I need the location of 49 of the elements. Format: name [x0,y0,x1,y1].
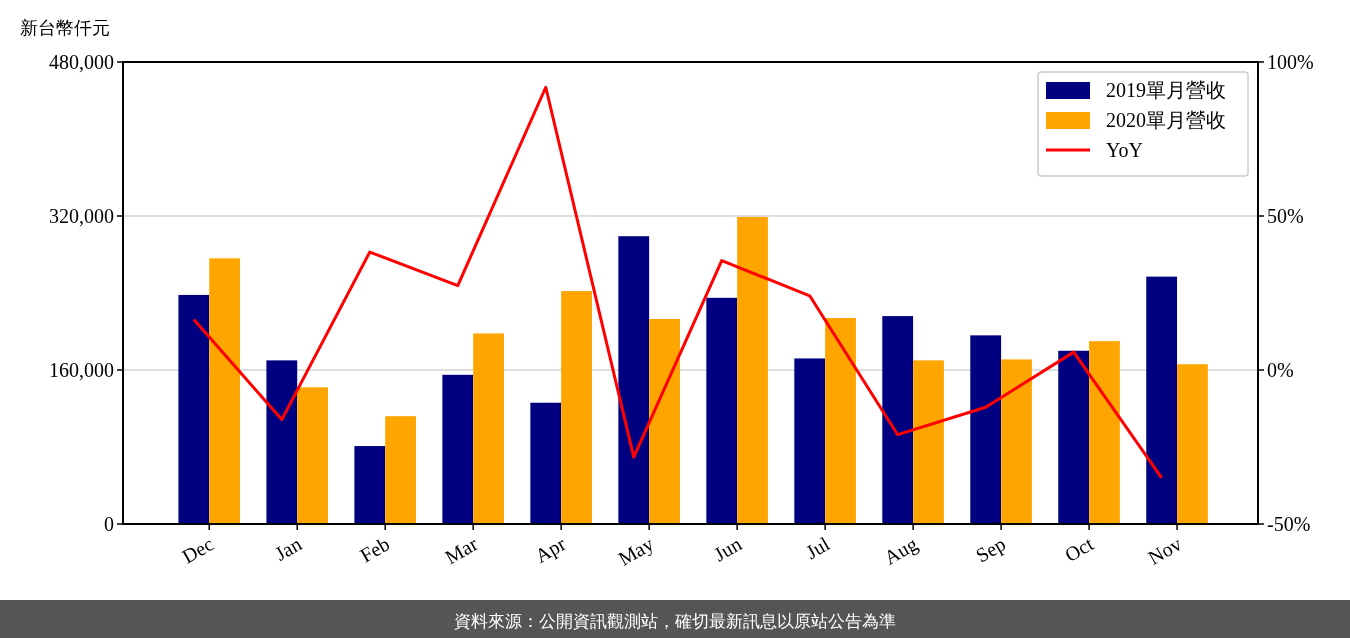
y-tick-label: 160,000 [49,359,114,381]
bar [442,374,474,524]
x-tick-label: Jan [271,532,306,565]
y2-tick-label: -50% [1267,513,1311,535]
x-tick-label: Apr [531,532,570,568]
bar [737,216,768,524]
bar [882,316,914,524]
legend-label: 2019單月營收 [1106,79,1226,101]
x-tick-label: Nov [1144,532,1186,569]
x-tick-label: Aug [880,532,922,570]
y-tick-label: 320,000 [49,205,114,227]
bar [794,358,826,524]
bar [913,360,944,524]
bar [618,236,650,524]
x-tick-label: Jul [801,532,834,564]
legend-label: YoY [1106,139,1143,161]
bar [1058,350,1090,524]
y-axis-title: 新台幣仟元 [20,17,110,38]
x-tick-label: Dec [178,532,218,568]
bar [1001,359,1032,524]
y2-tick-label: 0% [1267,359,1294,381]
y2-tick-label: 50% [1267,205,1304,227]
bar [209,258,241,524]
bar [706,297,738,524]
bar [473,333,504,524]
bar [266,360,298,524]
legend-label: 2020單月營收 [1106,109,1226,131]
bar [530,402,562,524]
bar [1146,276,1178,524]
x-tick-label: May [614,532,658,571]
bar [970,335,1002,524]
bar [354,446,386,524]
x-tick-label: Jun [710,532,746,566]
x-tick-label: Mar [441,532,482,569]
source-note: 資料來源：公開資訊觀測站，確切最新訊息以原站公告為準 [454,611,896,631]
bar [297,387,328,524]
bar [825,318,856,524]
x-tick-label: Oct [1061,532,1098,566]
x-tick-label: Feb [356,532,394,567]
y-tick-label: 480,000 [49,51,114,73]
bar [1177,364,1208,524]
x-tick-label: Sep [972,532,1010,568]
bar [649,318,680,524]
y-tick-label: 0 [104,513,114,535]
bar [561,291,592,524]
bar [1089,341,1120,524]
y2-tick-label: 100% [1267,51,1314,73]
bar [178,294,210,524]
bar [385,416,416,524]
